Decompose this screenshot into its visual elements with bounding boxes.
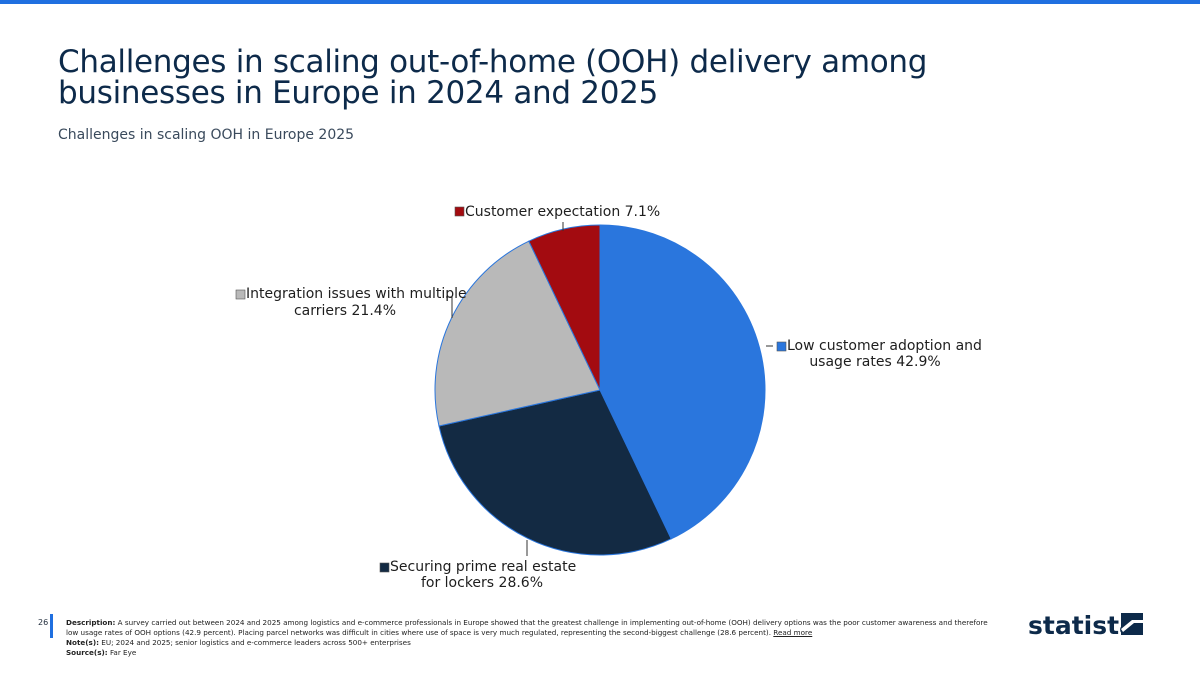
page-number: 26 [38, 618, 49, 627]
slice-label: Customer expectation 7.1% [465, 204, 660, 220]
label-color-marker [776, 341, 787, 352]
pie-chart: Low customer adoption and usage rates 42.… [235, 204, 982, 591]
pie-slice [599, 224, 766, 540]
page-title: Challenges in scaling out-of-home (OOH) … [58, 44, 928, 111]
statista-logo-icon [1121, 613, 1143, 635]
read-more-link[interactable]: Read more [773, 628, 813, 637]
statista-logo: statista [1028, 611, 1143, 640]
slice-label: Integration issues with multiple carriers… [246, 286, 467, 319]
slice-label: Securing prime real estate for lockers 28… [390, 559, 576, 591]
label-leader-line [446, 296, 453, 318]
top-accent-bar [0, 0, 1200, 4]
pie-slice [438, 389, 672, 556]
footer-accent-bar [50, 614, 53, 638]
note-line: Note(s): EU; 2024 and 2025; senior logis… [66, 638, 996, 648]
page-subtitle: Challenges in scaling OOH in Europe 2025 [58, 127, 355, 143]
label-color-marker [454, 206, 465, 217]
source-text: Far Eye [109, 648, 137, 657]
description-label: Description: [66, 618, 116, 627]
label-color-marker [379, 562, 390, 573]
note-label: Note(s): [66, 638, 99, 647]
slice-label: Low customer adoption and usage rates 42.… [787, 338, 982, 370]
footer-notes: Description: A survey carried out betwee… [66, 618, 996, 658]
source-line: Source(s): Far Eye [66, 648, 996, 658]
description-text: A survey carried out between 2024 and 20… [66, 618, 988, 637]
pie-slice [528, 224, 601, 391]
description-line: Description: A survey carried out betwee… [66, 618, 996, 638]
statista-logo-text: statista [1028, 611, 1136, 640]
label-color-marker [235, 289, 246, 300]
source-label: Source(s): [66, 648, 108, 657]
note-text: EU; 2024 and 2025; senior logistics and … [101, 638, 411, 647]
